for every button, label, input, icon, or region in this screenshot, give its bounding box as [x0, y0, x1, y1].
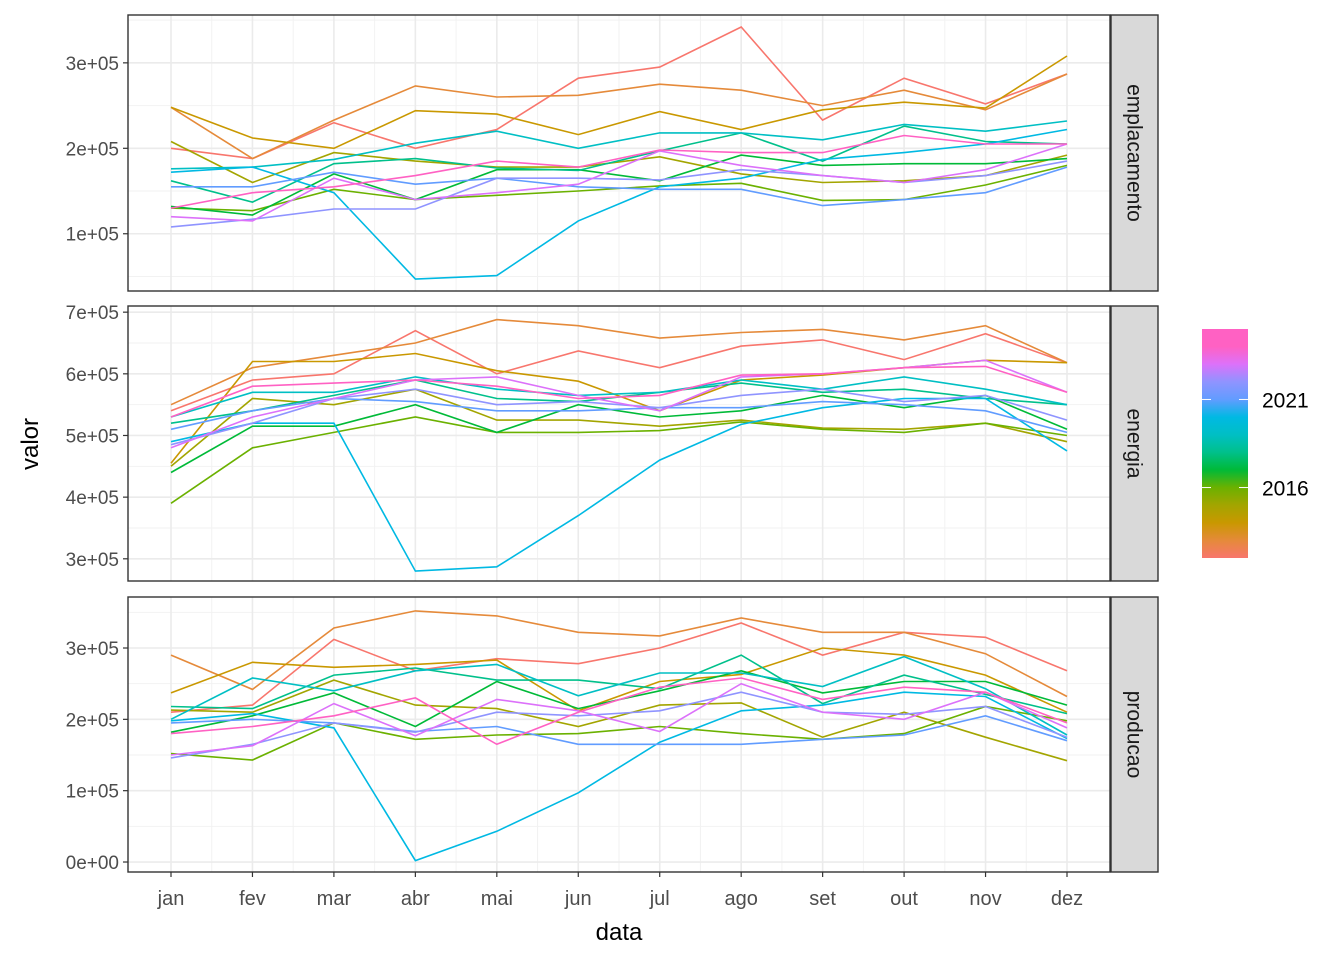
color-legend: 2016 2021: [1202, 329, 1309, 558]
series-line-emplacamento-2012: [170, 26, 1068, 160]
y-tick-label: 3e+05: [66, 550, 119, 571]
y-tick-label: 2e+05: [66, 139, 119, 160]
series-line-emplacamento-2014: [170, 55, 1068, 150]
x-tick-label: dez: [1051, 888, 1083, 910]
series-line-energia-2015: [170, 388, 1068, 467]
x-tick-label: abr: [401, 888, 430, 910]
y-tick-label: 1e+05: [66, 225, 119, 246]
series-line-energia-2019: [170, 376, 1068, 418]
series-line-producao-2023: [170, 682, 1068, 756]
y-tick-label: 0e+00: [66, 853, 119, 874]
x-tick-label: nov: [969, 888, 1001, 910]
facet-strip: [1110, 14, 1159, 292]
series-line-emplacamento-2024: [170, 134, 1067, 209]
x-axis: jan fev mar abr mai jun jul ago set out nov dez: [157, 872, 1083, 910]
x-tick-label: jun: [564, 888, 592, 910]
facet-panel-producao: 0e+00 1e+05 2e+05 3e+05 producao: [66, 596, 1159, 874]
series-line-producao-2019: [170, 655, 1068, 736]
x-tick-label: set: [809, 888, 836, 910]
series-line-emplacamento-2013: [170, 73, 1068, 160]
series-line-producao-2014: [170, 647, 1068, 713]
series-line-energia-2023: [170, 359, 1068, 449]
facet-strip-label: producao: [1123, 691, 1146, 779]
series-line-energia-2022: [170, 388, 1068, 446]
x-axis-title: data: [596, 919, 643, 946]
series-line-producao-2024: [170, 677, 1068, 746]
x-tick-label: fev: [239, 888, 266, 910]
x-tick-label: out: [890, 888, 918, 910]
colorbar: [1202, 329, 1248, 558]
facet-strip-label: emplacamento: [1123, 84, 1146, 222]
y-tick-label: 2e+05: [66, 710, 119, 731]
series-line-energia-2013: [170, 318, 1068, 406]
colorbar-label: 2016: [1262, 478, 1309, 501]
series-line-producao-2013: [170, 610, 1068, 698]
series-line-energia-2024: [170, 365, 1068, 418]
facet-strip: [1110, 596, 1159, 873]
series-line-producao-2015: [170, 679, 1068, 762]
series-line-producao-2022: [170, 691, 1068, 759]
series-line-energia-2020: [170, 397, 1068, 572]
series-line-emplacamento-2021: [171, 166, 1068, 207]
facet-panel-emplacamento: 1e+05 2e+05 3e+05 emplacamento: [66, 14, 1159, 292]
facet-strip-label: energia: [1123, 408, 1146, 478]
facet-panel-energia: 3e+05 4e+05 5e+05 6e+05 7e+05 energia: [66, 303, 1159, 582]
series-line-emplacamento-2017: [170, 154, 1068, 216]
x-tick-label: mar: [317, 888, 352, 910]
series-line-producao-2021: [170, 714, 1068, 746]
y-axis-title: valor: [17, 418, 44, 470]
series-line-energia-2016: [170, 416, 1068, 504]
y-tick-label: 6e+05: [66, 365, 119, 386]
series-line-producao-2016: [170, 705, 1068, 761]
facet-panels: 1e+05 2e+05 3e+05 emplacamento 3e+05 4e+05 5e+…: [66, 14, 1159, 874]
panel-border: [127, 14, 1111, 292]
panel-border: [127, 596, 1111, 873]
y-tick-label: 7e+05: [66, 303, 119, 324]
y-tick-label: 4e+05: [66, 488, 119, 509]
series-line-emplacamento-2022: [170, 160, 1068, 228]
y-tick-label: 5e+05: [66, 426, 119, 447]
y-tick-label: 1e+05: [66, 782, 119, 803]
x-tick-label: jan: [157, 888, 185, 910]
x-tick-label: mai: [481, 888, 513, 910]
series-line-energia-2012: [170, 329, 1068, 412]
facet-strip: [1110, 305, 1159, 582]
series-line-emplacamento-2019: [170, 120, 1068, 170]
y-tick-label: 3e+05: [66, 639, 119, 660]
series-line-producao-2012: [170, 622, 1068, 713]
x-tick-label: jul: [649, 888, 670, 910]
series-line-energia-2021: [170, 397, 1068, 434]
y-tick-label: 3e+05: [66, 54, 119, 75]
x-tick-label: ago: [724, 888, 757, 910]
series-line-emplacamento-2023: [170, 143, 1068, 222]
colorbar-label: 2021: [1262, 389, 1309, 412]
series-line-emplacamento-2018: [170, 125, 1068, 203]
series-line-producao-2020: [170, 691, 1068, 862]
panel-border: [127, 305, 1111, 582]
